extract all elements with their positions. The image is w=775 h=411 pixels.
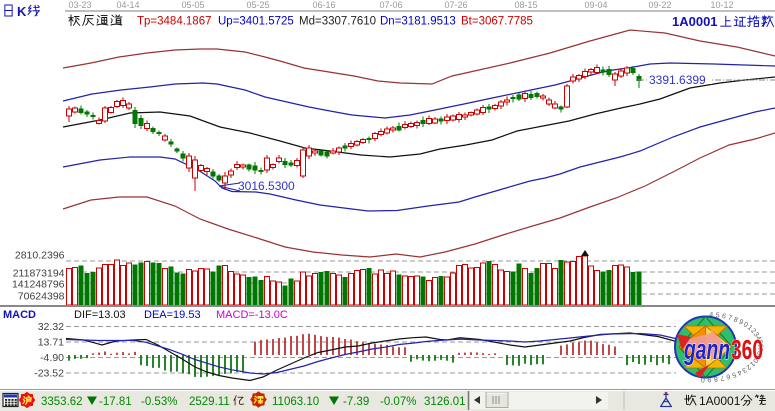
svg-text:7: 7 bbox=[719, 374, 724, 382]
svg-text:211873194: 211873194 bbox=[13, 268, 65, 280]
svg-text:360: 3 6 0 bbox=[731, 334, 763, 365]
svg-text:09-04: 09-04 bbox=[584, 0, 607, 10]
svg-text:-0.53%: -0.53% bbox=[141, 396, 177, 408]
svg-text:Md=3307.7610: Md=3307.7610 bbox=[299, 16, 376, 28]
svg-text:-17.81: -17.81 bbox=[99, 396, 132, 408]
svg-text:Tp=3484.1867: Tp=3484.1867 bbox=[137, 16, 212, 28]
svg-text:-4.90: -4.90 bbox=[40, 352, 64, 364]
svg-text:8: 8 bbox=[755, 350, 763, 356]
svg-text:1A0001: 1A0001 bbox=[699, 394, 741, 408]
svg-text:07-06: 07-06 bbox=[379, 0, 402, 10]
svg-text:1: 1 bbox=[746, 324, 754, 332]
svg-text:9: 9 bbox=[707, 375, 711, 382]
svg-text:2: 2 bbox=[745, 363, 752, 371]
svg-text:6: 6 bbox=[721, 313, 726, 321]
svg-text:4: 4 bbox=[754, 335, 762, 342]
svg-text:5: 5 bbox=[731, 370, 737, 378]
svg-text:10-12: 10-12 bbox=[710, 0, 733, 10]
svg-text:-23.52: -23.52 bbox=[34, 368, 64, 380]
svg-text:2529.11: 2529.11 bbox=[189, 396, 230, 408]
svg-text:05-25: 05-25 bbox=[246, 0, 269, 10]
svg-text:K: K bbox=[17, 4, 27, 19]
svg-text:1: 1 bbox=[748, 360, 756, 368]
svg-text:3126.01: 3126.01 bbox=[424, 396, 466, 408]
svg-text:0: 0 bbox=[742, 321, 749, 329]
svg-text:4: 4 bbox=[736, 368, 743, 376]
svg-text:7: 7 bbox=[756, 347, 763, 352]
svg-text:0: 0 bbox=[751, 356, 759, 363]
svg-text:MACD: MACD bbox=[3, 309, 36, 321]
svg-text:2810.2396: 2810.2396 bbox=[15, 250, 65, 262]
svg-text:07-26: 07-26 bbox=[444, 0, 467, 10]
svg-text:9: 9 bbox=[737, 319, 744, 327]
svg-text:3353.62: 3353.62 bbox=[41, 396, 83, 408]
svg-text:09-22: 09-22 bbox=[648, 0, 671, 10]
svg-text:Dn=3181.9513: Dn=3181.9513 bbox=[380, 16, 456, 28]
svg-text:Up=3401.5725: Up=3401.5725 bbox=[218, 16, 294, 28]
svg-text:-7.39: -7.39 bbox=[343, 396, 369, 408]
svg-text:5: 5 bbox=[755, 339, 763, 345]
svg-text:3391.6399: 3391.6399 bbox=[649, 73, 706, 87]
svg-text:4: 4 bbox=[709, 312, 713, 319]
svg-text:Bt=3067.7785: Bt=3067.7785 bbox=[461, 16, 533, 28]
svg-text:8: 8 bbox=[713, 375, 718, 382]
svg-text:70624398: 70624398 bbox=[18, 291, 65, 303]
svg-text:32.32: 32.32 bbox=[38, 321, 64, 333]
svg-text:6: 6 bbox=[756, 343, 763, 347]
svg-text:7: 7 bbox=[727, 314, 733, 322]
svg-text:gann: gann bbox=[683, 334, 730, 366]
svg-text:DIF=13.03: DIF=13.03 bbox=[74, 309, 126, 321]
svg-text:5: 5 bbox=[715, 312, 720, 319]
svg-text:6: 6 bbox=[725, 372, 731, 380]
svg-text:141248796: 141248796 bbox=[12, 279, 65, 291]
svg-text:0: 0 bbox=[701, 375, 705, 382]
svg-text:DEA=19.53: DEA=19.53 bbox=[144, 309, 201, 321]
svg-text:11063.10: 11063.10 bbox=[272, 396, 319, 408]
svg-text:3: 3 bbox=[741, 366, 748, 374]
svg-text:1A0001: 1A0001 bbox=[672, 14, 718, 29]
svg-text:3: 3 bbox=[752, 331, 760, 338]
svg-text:04-14: 04-14 bbox=[116, 0, 139, 10]
svg-text:MACD=-13.0C: MACD=-13.0C bbox=[216, 309, 288, 321]
svg-text:03-23: 03-23 bbox=[68, 0, 91, 10]
svg-text:13.71: 13.71 bbox=[38, 337, 64, 349]
svg-text:06-16: 06-16 bbox=[312, 0, 335, 10]
svg-text:3016.5300: 3016.5300 bbox=[238, 179, 295, 193]
svg-text:9: 9 bbox=[753, 353, 761, 360]
svg-text:08-15: 08-15 bbox=[514, 0, 537, 10]
svg-text:8: 8 bbox=[732, 316, 738, 324]
svg-text:2: 2 bbox=[749, 328, 757, 336]
svg-text:-0.07%: -0.07% bbox=[380, 396, 416, 408]
svg-text:05-05: 05-05 bbox=[181, 0, 204, 10]
